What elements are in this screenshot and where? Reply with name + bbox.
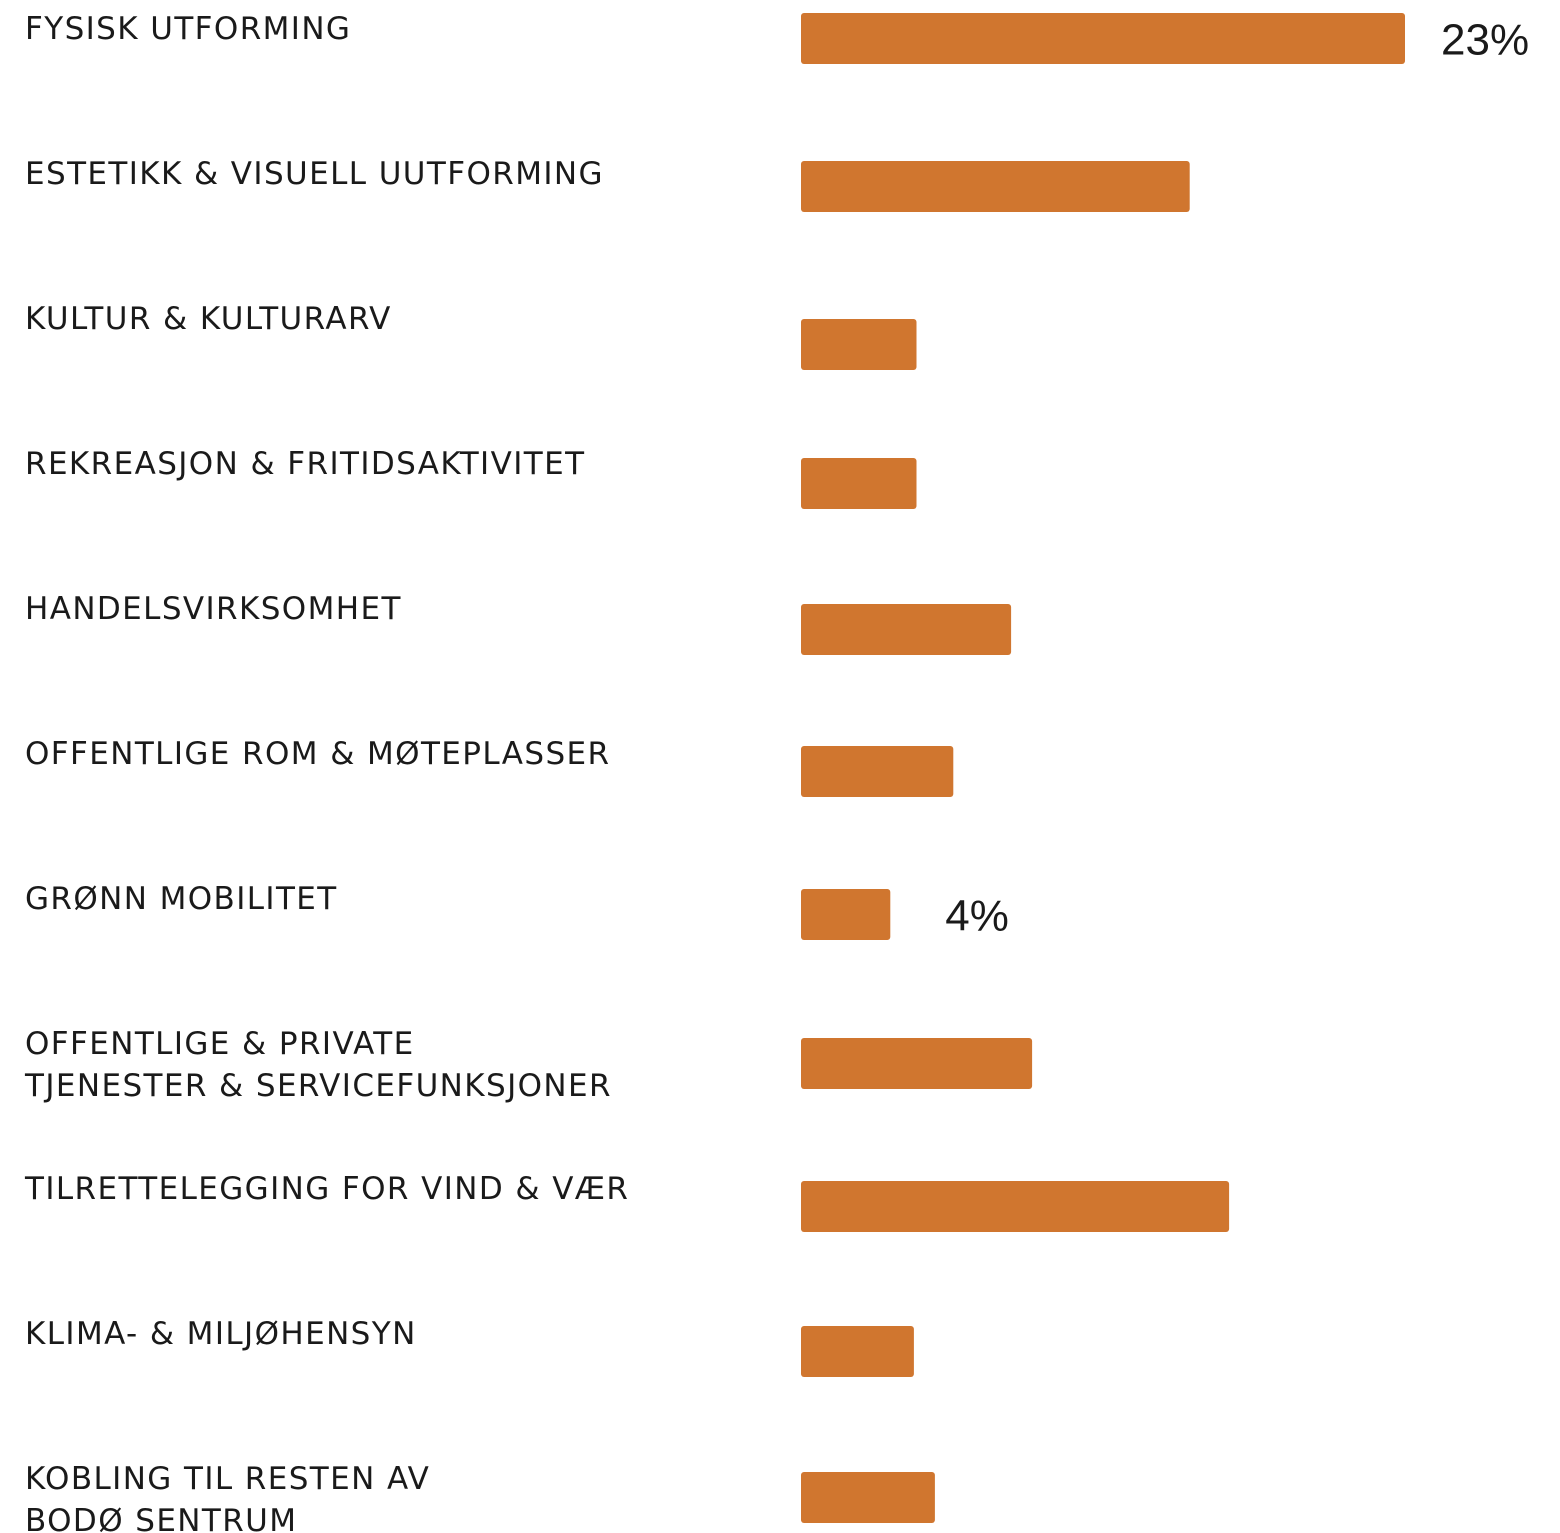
category-label: ESTETIKK & VISUELL UUTFORMING [25, 156, 604, 192]
category-label-line: REKREASJON & FRITIDSAKTIVITET [25, 446, 585, 482]
category-label-line: OFFENTLIGE & PRIVATE [25, 1026, 415, 1062]
bar [801, 1326, 914, 1377]
category-label: KOBLING TIL RESTEN AV BODØ SENTRUM [25, 1461, 430, 1533]
category-label-line: BODØ SENTRUM [25, 1503, 297, 1533]
category-label-line: FYSISK UTFORMING [25, 11, 351, 47]
category-label-line: HANDELSVIRKSOMHET [25, 591, 402, 627]
bar [801, 1181, 1230, 1232]
bar [801, 319, 917, 370]
category-label: GRØNN MOBILITET [25, 881, 338, 917]
category-label: KULTUR & KULTURARV [25, 301, 392, 337]
bar [801, 746, 954, 797]
category-label: OFFENTLIGE ROM & MØTEPLASSER [25, 736, 610, 772]
bar [801, 13, 1405, 64]
category-label: REKREASJON & FRITIDSAKTIVITET [25, 446, 585, 482]
bar [801, 889, 891, 940]
category-label: KLIMA- & MILJØHENSYN [25, 1316, 417, 1352]
category-label: TILRETTELEGGING FOR VIND & VÆR [24, 1171, 629, 1207]
category-label-line: KULTUR & KULTURARV [25, 301, 392, 337]
category-label-line: OFFENTLIGE ROM & MØTEPLASSER [25, 736, 610, 772]
value-label: 4% [945, 892, 1009, 941]
category-label: HANDELSVIRKSOMHET [25, 591, 402, 627]
category-label-line: KLIMA- & MILJØHENSYN [25, 1316, 417, 1352]
bar [801, 1038, 1033, 1089]
category-label: FYSISK UTFORMING [25, 11, 351, 47]
bar [801, 1472, 935, 1523]
bar [801, 458, 917, 509]
bar [801, 604, 1012, 655]
value-label: 23% [1441, 16, 1529, 65]
category-label: OFFENTLIGE & PRIVATE TJENESTER & SERVICEF… [24, 1026, 612, 1104]
category-label-line: KOBLING TIL RESTEN AV [25, 1461, 430, 1497]
category-label-line: GRØNN MOBILITET [25, 881, 338, 917]
category-label-line: TILRETTELEGGING FOR VIND & VÆR [24, 1171, 629, 1207]
bar [801, 161, 1190, 212]
category-label-line: ESTETIKK & VISUELL UUTFORMING [25, 156, 604, 192]
category-label-line: TJENESTER & SERVICEFUNKSJONER [24, 1068, 612, 1104]
